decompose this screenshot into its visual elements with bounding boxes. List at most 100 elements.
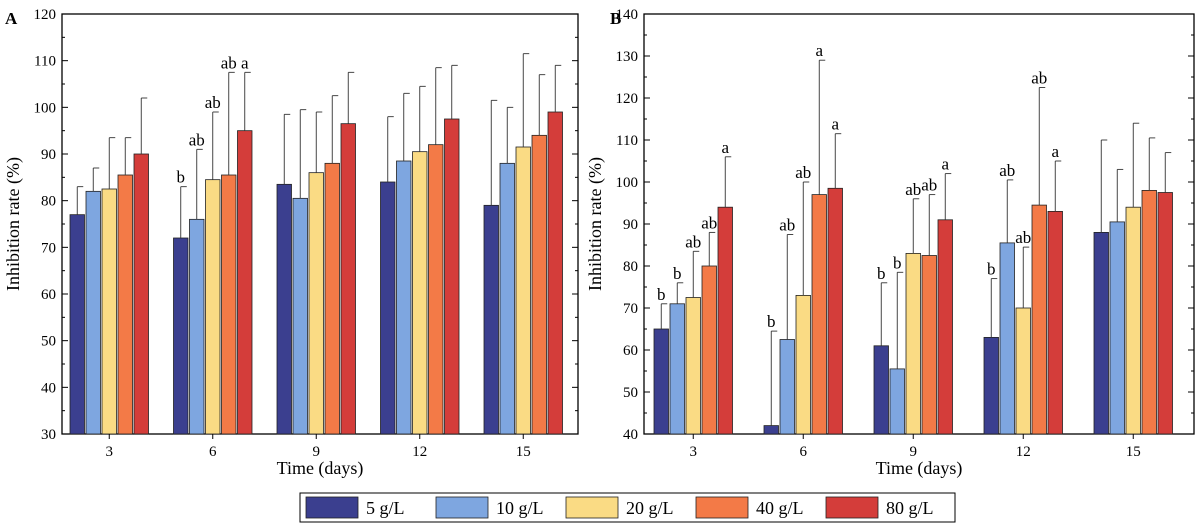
bar (85, 190, 101, 435)
significance-label: b (987, 260, 996, 279)
bar (380, 181, 396, 435)
y-tick-label: 130 (616, 49, 639, 65)
x-tick-label: 12 (1016, 444, 1031, 460)
y-tick-label: 70 (623, 301, 638, 317)
bar (1141, 189, 1157, 435)
significance-label: ab (921, 176, 937, 195)
bar (983, 336, 999, 435)
significance-label: b (673, 264, 682, 283)
bar (717, 206, 733, 435)
x-tick-label: 9 (313, 444, 321, 460)
significance-label: ab (795, 163, 811, 182)
y-tick-label: 40 (623, 427, 638, 443)
bar (499, 162, 515, 435)
bar (101, 188, 117, 435)
y-tick-label: 100 (616, 175, 639, 191)
y-tick-label: 60 (623, 343, 638, 359)
significance-label: ab (1015, 228, 1031, 247)
bar (1031, 204, 1047, 435)
significance-label: a (241, 53, 249, 72)
x-tick-label: 12 (412, 444, 427, 460)
legend-swatch (565, 496, 619, 519)
significance-label: b (767, 312, 776, 331)
significance-label: ab (189, 130, 205, 149)
bar (1093, 231, 1109, 435)
significance-label: a (1051, 142, 1059, 161)
y-tick-label: 50 (623, 385, 638, 401)
x-tick-label: 6 (209, 444, 217, 460)
y-tick-label: 70 (41, 240, 56, 256)
significance-label: ab (999, 161, 1015, 180)
bar (889, 368, 905, 435)
bar (237, 130, 253, 435)
significance-label: ab (221, 53, 237, 72)
legend-swatch (825, 496, 879, 519)
significance-label: a (721, 138, 729, 157)
significance-label: b (893, 253, 902, 272)
bar (905, 252, 921, 435)
bar (340, 123, 356, 435)
bar (921, 255, 937, 435)
legend-label: 10 g/L (496, 498, 544, 518)
y-tick-label: 60 (41, 287, 56, 303)
y-axis-label: Inhibition rate (%) (585, 157, 606, 291)
y-tick-label: 120 (34, 7, 57, 23)
bar (173, 237, 189, 435)
bar (117, 174, 133, 435)
bar (308, 172, 324, 435)
bar (653, 328, 669, 435)
bar (811, 194, 827, 435)
x-axis-label: Time (days) (277, 458, 364, 479)
panel-a: 30 40 50 60 70 80 90 100 110 120 Inhibition rate (… (3, 7, 579, 479)
bar (205, 179, 221, 435)
y-tick-label: 90 (623, 217, 638, 233)
x-tick-label: 15 (1126, 444, 1141, 460)
legend-label: 5 g/L (366, 498, 405, 518)
bar (515, 146, 531, 435)
bar (779, 339, 795, 435)
bar (1109, 221, 1125, 435)
bar (1047, 210, 1063, 435)
y-tick-label: 50 (41, 334, 56, 350)
y-tick-label: 120 (616, 91, 639, 107)
bar (873, 345, 889, 435)
legend-label: 80 g/L (886, 498, 934, 518)
bar (292, 197, 308, 435)
bar (69, 214, 85, 435)
significance-label: ab (1031, 69, 1047, 88)
panel-b: 40 50 60 70 80 90 100 110 120 130 140 Inhibition ra… (585, 7, 1195, 479)
bar (701, 265, 717, 435)
y-tick-label: 30 (41, 427, 56, 443)
x-tick-label: 6 (800, 444, 808, 460)
legend-swatch (305, 496, 359, 519)
significance-label: ab (685, 232, 701, 251)
y-axis-label: Inhibition rate (%) (3, 157, 24, 291)
y-tick-label: 80 (41, 194, 56, 210)
bar (547, 111, 563, 435)
bar (428, 144, 444, 435)
significance-label: a (815, 41, 823, 60)
y-tick-label: 110 (616, 133, 638, 149)
significance-label: b (177, 168, 186, 187)
bar (276, 183, 292, 435)
bar (189, 218, 205, 435)
bar (483, 204, 499, 435)
bar (669, 303, 685, 435)
bar (412, 151, 428, 435)
legend: 5 g/L 10 g/L 20 g/L 40 g/L 80 g/L (299, 492, 956, 523)
y-tick-label: 100 (34, 100, 57, 116)
legend-swatch (435, 496, 489, 519)
significance-label: ab (905, 180, 921, 199)
bar (1125, 206, 1141, 435)
x-tick-label: 3 (690, 444, 698, 460)
significance-label: ab (779, 216, 795, 235)
bar (763, 425, 779, 435)
bar (999, 242, 1015, 435)
panel-label: B (610, 9, 621, 28)
legend-swatch (695, 496, 749, 519)
legend-label: 20 g/L (626, 498, 674, 518)
bar (937, 219, 953, 435)
significance-label: a (831, 115, 839, 134)
y-tick-label: 80 (623, 259, 638, 275)
significance-label: b (657, 285, 666, 304)
